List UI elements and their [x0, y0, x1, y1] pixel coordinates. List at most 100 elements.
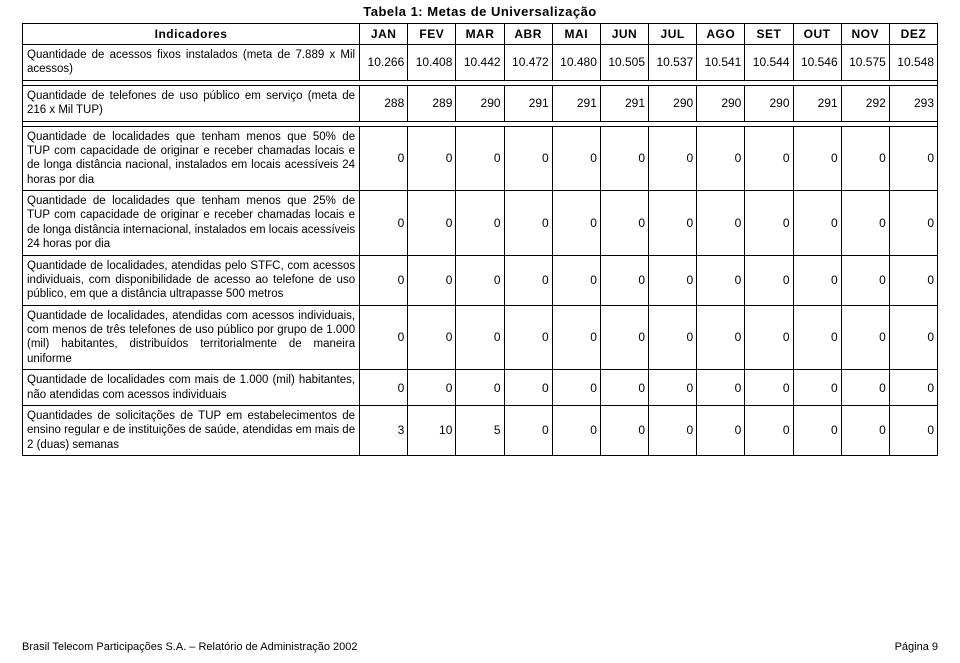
row-value: 5 [456, 405, 504, 455]
table-row: Quantidade de localidades com mais de 1.… [23, 370, 938, 406]
row-value: 0 [456, 305, 504, 370]
row-value: 292 [841, 85, 889, 121]
row-value: 0 [697, 305, 745, 370]
row-value: 0 [360, 255, 408, 305]
row-value: 0 [697, 370, 745, 406]
row-label: Quantidade de localidades que tenham men… [23, 126, 360, 191]
row-value: 0 [793, 126, 841, 191]
row-value: 291 [552, 85, 600, 121]
row-value: 3 [360, 405, 408, 455]
row-value: 0 [745, 305, 793, 370]
table-header-row: Indicadores JAN FEV MAR ABR MAI JUN JUL … [23, 24, 938, 45]
row-value: 0 [889, 191, 937, 256]
col-header-month: FEV [408, 24, 456, 45]
col-header-month: AGO [697, 24, 745, 45]
row-label: Quantidade de localidades, atendidas com… [23, 305, 360, 370]
row-value: 0 [697, 191, 745, 256]
col-header-month: JUN [600, 24, 648, 45]
row-value: 0 [841, 370, 889, 406]
row-value: 293 [889, 85, 937, 121]
row-value: 0 [649, 405, 697, 455]
row-value: 291 [504, 85, 552, 121]
table-metas: Indicadores JAN FEV MAR ABR MAI JUN JUL … [22, 23, 938, 456]
row-value: 0 [360, 191, 408, 256]
row-value: 291 [793, 85, 841, 121]
row-value: 0 [697, 255, 745, 305]
row-value: 10.266 [360, 45, 408, 81]
row-value: 0 [456, 191, 504, 256]
row-value: 0 [552, 191, 600, 256]
footer-right: Página 9 [895, 641, 938, 653]
row-value: 0 [793, 405, 841, 455]
row-value: 0 [745, 126, 793, 191]
col-header-indicator: Indicadores [23, 24, 360, 45]
row-value: 0 [841, 305, 889, 370]
row-value: 0 [745, 370, 793, 406]
col-header-month: NOV [841, 24, 889, 45]
row-value: 0 [504, 255, 552, 305]
row-value: 0 [841, 126, 889, 191]
table-row: Quantidades de solicitações de TUP em es… [23, 405, 938, 455]
row-value: 0 [697, 405, 745, 455]
row-value: 288 [360, 85, 408, 121]
row-value: 10.472 [504, 45, 552, 81]
row-value: 10.546 [793, 45, 841, 81]
row-value: 0 [360, 370, 408, 406]
row-value: 0 [552, 126, 600, 191]
row-label: Quantidade de localidades, atendidas pel… [23, 255, 360, 305]
row-value: 0 [504, 370, 552, 406]
row-value: 0 [600, 191, 648, 256]
row-label: Quantidade de telefones de uso público e… [23, 85, 360, 121]
row-value: 290 [697, 85, 745, 121]
row-value: 0 [552, 255, 600, 305]
row-value: 0 [552, 305, 600, 370]
row-value: 10.575 [841, 45, 889, 81]
col-header-month: JUL [649, 24, 697, 45]
row-value: 0 [793, 255, 841, 305]
table-row: Quantidade de localidades que tenham men… [23, 126, 938, 191]
col-header-month: MAI [552, 24, 600, 45]
row-value: 0 [745, 255, 793, 305]
col-header-month: JAN [360, 24, 408, 45]
row-value: 0 [649, 370, 697, 406]
row-value: 10.544 [745, 45, 793, 81]
row-value: 0 [649, 191, 697, 256]
row-value: 0 [600, 405, 648, 455]
row-value: 10.548 [889, 45, 937, 81]
row-value: 290 [456, 85, 504, 121]
row-value: 0 [552, 405, 600, 455]
row-value: 0 [408, 191, 456, 256]
row-value: 10 [408, 405, 456, 455]
row-value: 10.480 [552, 45, 600, 81]
row-value: 0 [456, 255, 504, 305]
row-value: 0 [649, 305, 697, 370]
row-label: Quantidade de localidades com mais de 1.… [23, 370, 360, 406]
row-value: 0 [841, 405, 889, 455]
row-value: 10.541 [697, 45, 745, 81]
row-value: 0 [552, 370, 600, 406]
row-value: 0 [889, 405, 937, 455]
row-value: 0 [745, 405, 793, 455]
row-label: Quantidade de localidades que tenham men… [23, 191, 360, 256]
table-row: Quantidade de localidades, atendidas pel… [23, 255, 938, 305]
row-value: 0 [456, 370, 504, 406]
row-value: 0 [600, 370, 648, 406]
col-header-month: SET [745, 24, 793, 45]
row-value: 0 [408, 305, 456, 370]
row-value: 0 [600, 126, 648, 191]
row-value: 0 [456, 126, 504, 191]
col-header-month: OUT [793, 24, 841, 45]
row-value: 0 [504, 405, 552, 455]
col-header-month: MAR [456, 24, 504, 45]
table-row: Quantidade de localidades que tenham men… [23, 191, 938, 256]
row-value: 0 [889, 370, 937, 406]
row-value: 0 [649, 255, 697, 305]
row-value: 0 [600, 305, 648, 370]
row-value: 0 [793, 370, 841, 406]
row-value: 0 [504, 191, 552, 256]
row-value: 10.537 [649, 45, 697, 81]
row-value: 0 [360, 305, 408, 370]
row-value: 0 [793, 305, 841, 370]
col-header-month: DEZ [889, 24, 937, 45]
col-header-month: ABR [504, 24, 552, 45]
